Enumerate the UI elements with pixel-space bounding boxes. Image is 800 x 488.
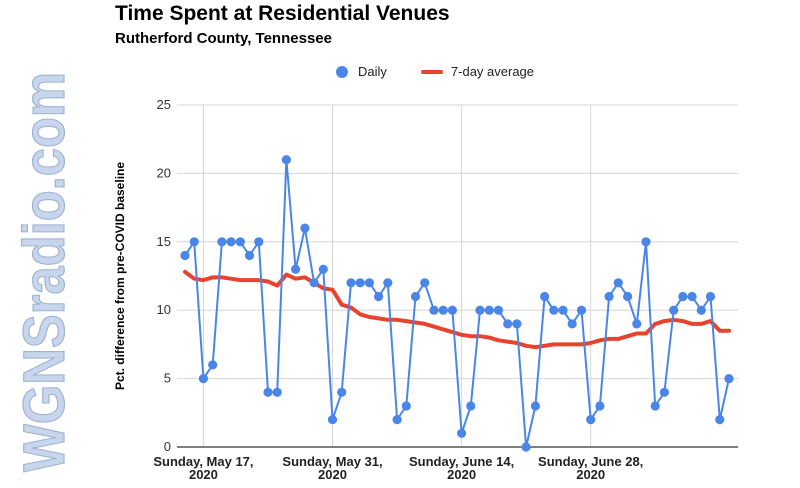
x-tick-label-year: 2020 [576,467,605,482]
data-point-daily [346,278,356,288]
data-point-daily [696,305,706,315]
data-point-daily [180,250,190,261]
legend-label-daily: Daily [358,64,387,79]
data-point-daily [678,291,688,302]
data-point-daily [530,401,541,411]
data-point-daily [226,237,236,247]
data-point-daily [318,264,328,274]
data-point-daily [669,305,679,315]
y-tick-label: 15 [157,234,171,249]
x-tick-label: Sunday, May 31, [282,454,382,469]
data-point-daily [374,291,384,302]
watermark-text: WGNSradio.com [12,72,77,472]
data-point-daily [327,415,338,425]
data-point-daily [309,278,319,288]
data-point-daily [438,305,448,315]
data-point-daily [392,415,402,425]
data-point-daily [576,305,587,315]
data-point-daily [457,428,467,438]
data-point-daily [705,291,716,302]
y-axis-ticks: 0 5 10 15 20 25 [157,97,171,454]
legend-label-7-day-average: 7-day average [450,64,535,79]
data-point-daily [567,319,577,329]
data-point-daily [558,305,568,315]
data-point-daily [475,305,485,315]
data-point-daily [272,387,282,397]
y-axis-title: Pct. difference from pre-COVID baseline [113,162,127,390]
data-point-daily [484,305,494,315]
y-tick-label: 20 [157,165,171,180]
data-point-daily [724,374,734,384]
data-point-daily [217,237,227,247]
data-point-daily [650,401,660,411]
data-point-daily [715,415,725,425]
x-tick-label: Sunday, May 17, [153,454,253,469]
data-point-daily [549,305,559,315]
data-point-daily [355,278,365,288]
x-tick-label: Sunday, June 14, [409,454,514,469]
series-line-7-day-average [183,269,731,350]
data-point-daily [540,291,550,302]
watermark: WGNSradio.com [11,71,77,472]
legend-marker-daily [336,65,348,78]
data-point-daily [632,319,642,329]
data-point-daily [659,387,670,397]
data-point-daily [189,237,199,247]
y-tick-label: 10 [157,302,171,317]
legend: Daily 7-day average [336,64,534,79]
legend-marker-7-day-average [420,69,443,74]
data-point-daily [429,305,439,315]
data-point-daily [595,401,605,411]
data-point-daily [604,291,614,302]
data-point-daily [687,291,697,302]
data-point-daily [208,360,218,370]
data-point-daily [512,319,522,329]
series-line-daily [184,158,730,448]
series-layer [180,155,734,452]
data-point-daily [613,278,623,288]
data-point-daily [641,237,651,247]
data-point-daily [493,305,504,315]
data-point-daily [447,305,457,315]
x-tick-label: Sunday, June 28, [538,454,643,469]
data-point-daily [623,291,633,302]
chart-subtitle: Rutherford County, Tennessee [115,30,332,47]
y-tick-label: 0 [164,439,171,454]
data-point-daily [263,387,273,397]
x-tick-label-year: 2020 [447,467,476,482]
data-point-daily [198,374,208,384]
data-point-daily [235,237,245,247]
data-point-daily [337,387,347,397]
x-tick-label-year: 2020 [189,467,218,482]
data-point-daily [254,237,264,247]
y-tick-label: 25 [157,97,171,112]
data-point-daily [420,278,430,288]
x-tick-label-year: 2020 [318,467,347,482]
data-point-daily [291,264,301,274]
data-point-daily [521,442,531,452]
chart-title: Time Spent at Residential Venues [115,2,450,25]
data-point-daily [383,278,393,288]
data-point-daily [244,250,255,261]
data-point-daily [300,223,310,233]
data-point-daily [364,278,374,288]
data-point-daily [410,291,421,302]
data-point-daily [401,401,411,411]
data-point-daily [503,319,513,329]
data-point-daily [586,415,596,425]
y-tick-label: 5 [164,371,171,386]
data-point-daily [281,155,291,165]
data-point-daily [466,401,476,411]
